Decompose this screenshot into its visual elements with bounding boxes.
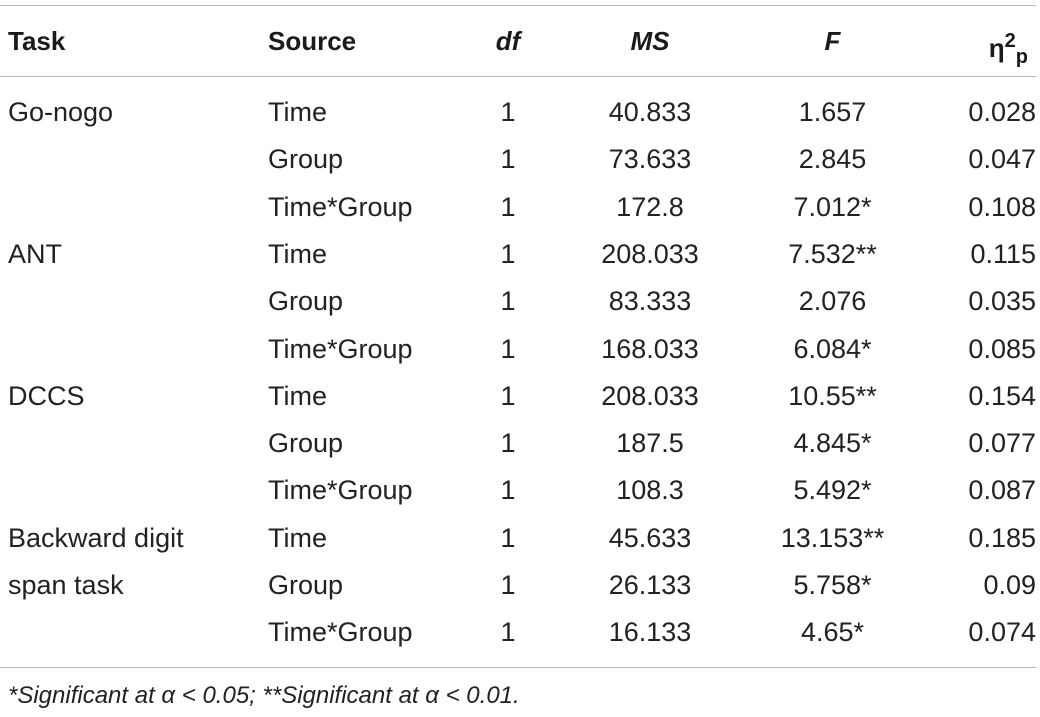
row-task: ANT	[8, 238, 62, 269]
row-f-value: 4.65*	[800, 617, 865, 648]
row-df: 1	[500, 380, 516, 411]
header-eta-superscript: 2	[1004, 30, 1016, 52]
row-f-value: 13.153**	[780, 522, 885, 553]
row-f-value: 5.492*	[793, 475, 872, 506]
table-row: Group 1 73.633 2.845 0.047	[0, 144, 1040, 191]
row-f-value: 6.084*	[793, 333, 872, 364]
row-source: Group	[268, 428, 344, 459]
table-row: Time*Group 1 16.133 4.65* 0.074	[0, 617, 1040, 664]
row-df: 1	[500, 286, 516, 317]
row-partial-eta-squared: 0.115	[970, 238, 1036, 269]
row-source: Time	[268, 522, 327, 553]
row-source: Group	[268, 286, 344, 317]
row-df: 1	[500, 475, 516, 506]
row-df: 1	[500, 144, 516, 175]
row-partial-eta-squared: 0.035	[968, 286, 1036, 317]
row-f-value: 5.758*	[793, 570, 872, 600]
row-df: 1	[500, 97, 516, 127]
row-partial-eta-squared: 0.087	[968, 475, 1036, 506]
row-ms: 26.133	[608, 570, 692, 600]
row-source: Time*Group	[268, 191, 413, 222]
row-partial-eta-squared: 0.09	[983, 570, 1036, 600]
row-source: Time*Group	[268, 333, 413, 364]
row-source: Group	[268, 570, 344, 600]
table-row: Backward digit Time 1 45.633 13.153** 0.185	[0, 523, 1040, 570]
row-f-value: 4.845*	[793, 428, 872, 459]
header-df: df	[495, 26, 521, 56]
row-task: Go-nogo	[8, 97, 114, 127]
row-task: DCCS	[8, 380, 85, 411]
row-source: Time	[268, 238, 327, 269]
row-f-value: 10.55**	[788, 380, 877, 411]
row-ms: 187.5	[616, 428, 684, 459]
table-bottom-rule	[0, 667, 1036, 668]
row-partial-eta-squared: 0.154	[968, 380, 1036, 411]
row-df: 1	[500, 617, 516, 648]
row-partial-eta-squared: 0.108	[968, 191, 1036, 222]
row-source: Time*Group	[268, 617, 413, 648]
row-f-value: 7.012*	[793, 191, 872, 222]
table-footnote: *Significant at α < 0.05; **Significant …	[8, 682, 520, 709]
row-source: Time	[268, 380, 327, 411]
table-row: ANT Time 1 208.033 7.532** 0.115	[0, 239, 1040, 286]
header-ms: MS	[630, 26, 670, 56]
table-row: Time*Group 1 108.3 5.492* 0.087	[0, 475, 1040, 522]
row-task: Backward digit	[8, 522, 184, 553]
row-ms: 168.033	[601, 333, 699, 364]
row-ms: 83.333	[608, 286, 692, 317]
header-source: Source	[268, 26, 357, 56]
header-eta-symbol: η	[988, 33, 1005, 63]
row-df: 1	[500, 238, 516, 269]
row-ms: 208.033	[601, 380, 699, 411]
row-ms: 208.033	[601, 238, 699, 269]
table-row: Go-nogo Time 1 40.833 1.657 0.028	[0, 97, 1040, 144]
row-partial-eta-squared: 0.185	[968, 522, 1036, 553]
table-top-rule	[0, 5, 1036, 6]
row-partial-eta-squared: 0.028	[968, 97, 1036, 127]
row-df: 1	[500, 522, 516, 553]
row-df: 1	[500, 191, 516, 222]
row-ms: 40.833	[608, 97, 692, 127]
table-row: Group 1 187.5 4.845* 0.077	[0, 428, 1040, 475]
row-partial-eta-squared: 0.085	[968, 333, 1036, 364]
row-source: Time*Group	[268, 475, 413, 506]
row-ms: 73.633	[608, 144, 692, 175]
row-ms: 16.133	[608, 617, 692, 648]
row-f-value: 7.532**	[788, 238, 877, 269]
table-row: Time*Group 1 168.033 6.084* 0.085	[0, 334, 1040, 381]
table-row: DCCS Time 1 208.033 10.55** 0.154	[0, 381, 1040, 428]
header-partial-eta-squared: η2p	[920, 26, 1028, 72]
row-df: 1	[500, 570, 516, 600]
row-ms: 172.8	[616, 191, 684, 222]
row-source: Time	[268, 97, 327, 127]
row-ms: 45.633	[608, 522, 692, 553]
table-row: Group 1 83.333 2.076 0.035	[0, 286, 1040, 333]
row-df: 1	[500, 333, 516, 364]
row-f-value: 2.845	[798, 144, 867, 175]
table-header-row: Task Source df MS F η2p	[0, 6, 1040, 76]
row-ms: 108.3	[616, 475, 684, 506]
table-row: span task Group 1 26.133 5.758* 0.09	[0, 570, 1040, 617]
row-f-value: 2.076	[798, 286, 867, 317]
table-row: Time*Group 1 172.8 7.012* 0.108	[0, 192, 1040, 239]
row-partial-eta-squared: 0.047	[968, 144, 1036, 175]
row-source: Group	[268, 144, 344, 175]
header-f: F	[824, 26, 841, 56]
row-partial-eta-squared: 0.074	[968, 617, 1036, 648]
row-task: span task	[8, 570, 124, 600]
row-f-value: 1.657	[798, 97, 867, 127]
row-df: 1	[500, 428, 516, 459]
row-partial-eta-squared: 0.077	[968, 428, 1036, 459]
header-eta-subscript: p	[1015, 46, 1028, 68]
table-header-rule	[0, 76, 1036, 77]
header-task: Task	[8, 26, 66, 56]
